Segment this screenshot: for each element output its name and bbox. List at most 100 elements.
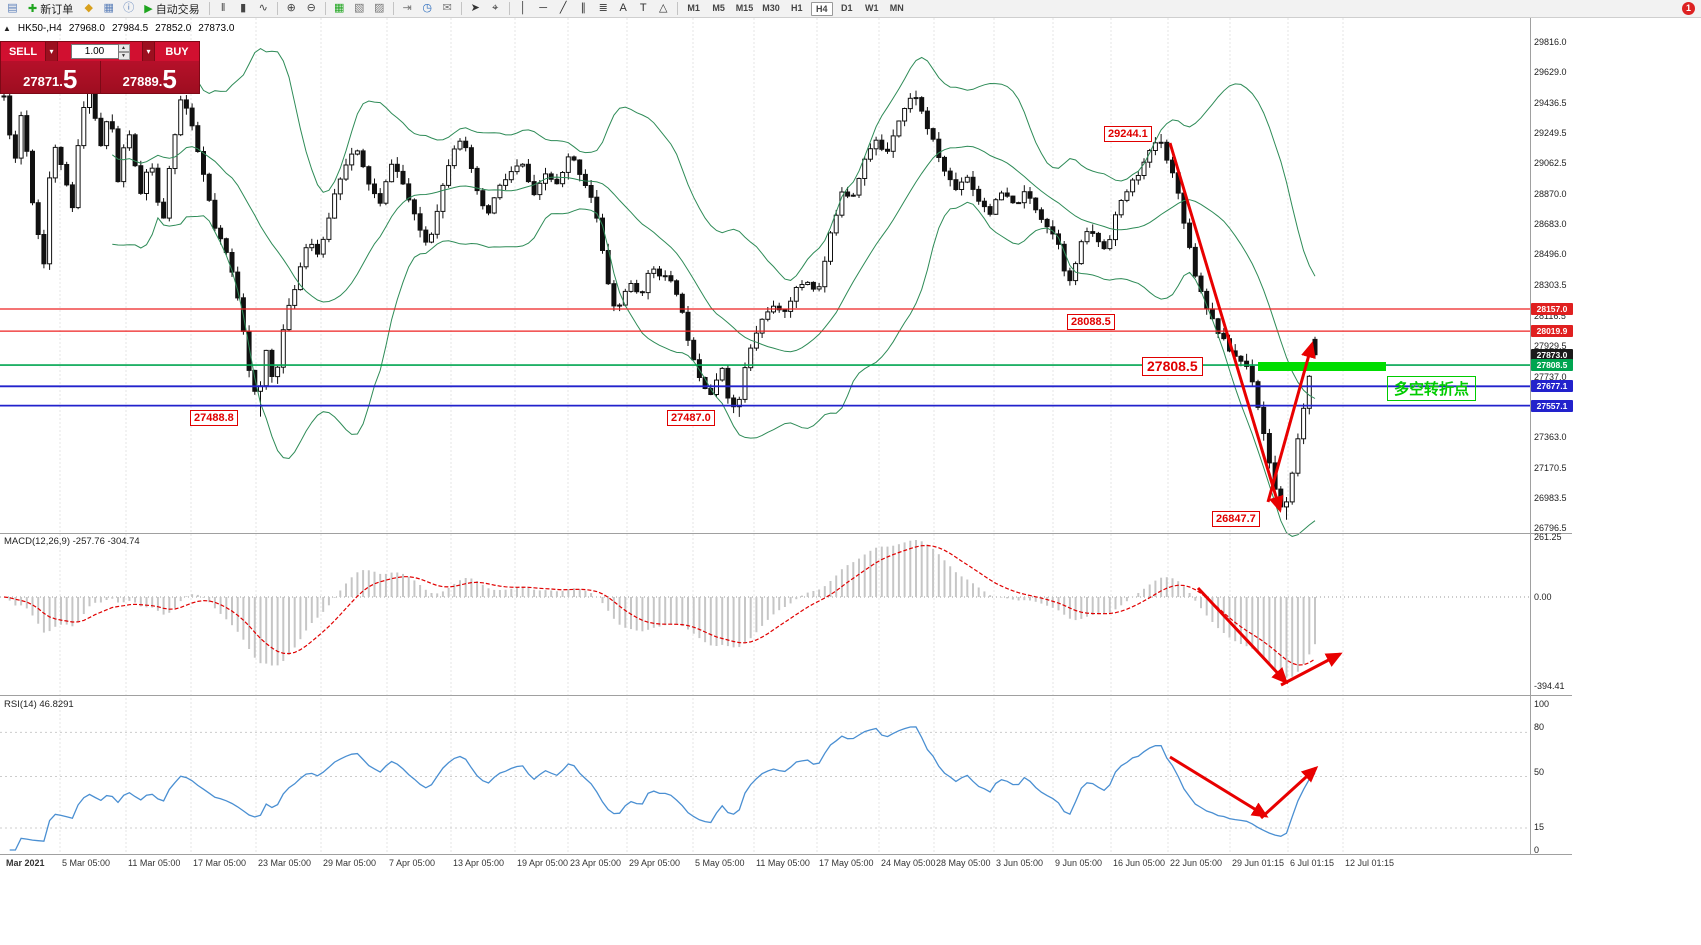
text-label-icon[interactable]: T	[639, 1, 647, 14]
time-axis-label: 29 Mar 05:00	[323, 858, 377, 868]
time-axis-label: 3 Jun 05:00	[996, 858, 1044, 868]
vertical-line-icon[interactable]: │	[519, 1, 527, 14]
shapes-icon[interactable]: △	[658, 1, 668, 14]
timeframe-m30[interactable]: M30	[762, 2, 780, 13]
cursor-icon[interactable]: ➤	[470, 1, 480, 14]
line-chart-icon[interactable]: ∿	[258, 1, 268, 14]
time-axis-label: 7 Apr 05:00	[389, 858, 436, 868]
new-chart-icon[interactable]: ▤	[7, 1, 18, 14]
time-axis-label: 5 May 05:00	[695, 858, 745, 868]
notification-badge-icon[interactable]: 1	[1682, 2, 1695, 15]
ohlc-high: 27984.5	[111, 23, 149, 34]
time-axis-label: 29 Apr 05:00	[629, 858, 681, 868]
trend-arrow	[1266, 341, 1316, 503]
crosshair-icon[interactable]: ⌖	[492, 1, 499, 14]
fibonacci-icon[interactable]: ≣	[598, 1, 608, 14]
time-axis-label: 5 Mar 05:00	[62, 858, 111, 868]
trend-arrow	[1168, 142, 1284, 513]
sell-button[interactable]: SELL	[8, 45, 38, 58]
data-window-icon[interactable]: ⓘ	[123, 1, 135, 14]
time-axis-label: Mar 2021	[6, 858, 45, 868]
auto-trading-button-glyph: ▶	[144, 3, 153, 15]
trend-arrow	[1196, 586, 1289, 685]
buy-price-pip: 5	[162, 64, 177, 94]
sell-price[interactable]: 27871. 5	[1, 61, 101, 93]
price-annotation-label: 28088.5	[1067, 314, 1115, 330]
text-icon[interactable]: A	[619, 1, 627, 14]
toolbar-separator	[460, 2, 462, 15]
new-order-button[interactable]: ✚ 新订单	[23, 1, 78, 17]
auto-trading-button-label: 自动交易	[155, 3, 200, 16]
bar-chart-icon[interactable]: ‖	[220, 1, 226, 14]
price-axis-tag: 27557.1	[1531, 400, 1573, 412]
symbol-period-label: HK50-,H4	[17, 23, 62, 34]
timeframe-d1[interactable]: D1	[840, 2, 853, 13]
price-axis-tick: 28303.5	[1534, 280, 1567, 290]
ohlc-open: 27968.0	[68, 23, 105, 34]
time-axis-label: 11 Mar 05:00	[128, 858, 181, 868]
profiles-icon[interactable]: ◆	[84, 1, 93, 14]
auto-trading-button[interactable]: ▶ 自动交易	[139, 1, 204, 17]
timeframe-w1[interactable]: W1	[864, 2, 879, 13]
timeframe-m1[interactable]: M1	[687, 2, 700, 13]
time-axis-label: 23 Apr 05:00	[570, 858, 622, 868]
price-axis-tag: 28157.0	[1531, 303, 1573, 315]
timeframe-h1[interactable]: H1	[790, 2, 803, 13]
macd-axis-tick: 261.25	[1534, 532, 1562, 542]
toolbar-separator	[208, 2, 210, 15]
mail-icon[interactable]: ✉	[442, 1, 452, 14]
rsi-axis-tick: 15	[1534, 822, 1545, 832]
volume-stepper-down[interactable]: ▼	[118, 52, 130, 60]
price-annotation-label: 29244.1	[1104, 126, 1152, 142]
trend-arrow	[1259, 765, 1319, 820]
new-order-button-label: 新订单	[40, 3, 74, 16]
toolbar-separator	[508, 2, 510, 15]
trend-arrow	[1169, 755, 1269, 818]
tile-windows-icon[interactable]: ▦	[333, 1, 345, 14]
timeframe-m15[interactable]: M15	[735, 2, 754, 13]
buy-dropdown[interactable]: ▾	[142, 42, 155, 61]
toolbar-separator	[392, 2, 394, 15]
timeframe-mn[interactable]: MN	[889, 2, 904, 13]
cascade-windows-icon[interactable]: ▧	[353, 1, 365, 14]
one-click-trading-panel: SELL ▾ ▲ ▼ ▾ BUY 27871.5 27889.5	[0, 41, 200, 94]
channel-icon[interactable]: ∥	[580, 1, 586, 14]
time-axis-label: 6 Jul 01:15	[1290, 858, 1335, 868]
new-order-button-glyph: ✚	[28, 3, 38, 15]
price-axis-tag: 27808.5	[1531, 359, 1573, 371]
horizontal-line-icon[interactable]: ─	[539, 1, 548, 14]
timeframe-h4[interactable]: H4	[810, 1, 833, 16]
sell-price-pip: 5	[62, 64, 78, 94]
buy-price[interactable]: 27889. 5	[101, 61, 200, 93]
macd-axis-tick: -394.41	[1534, 681, 1565, 691]
buy-button[interactable]: BUY	[165, 45, 189, 58]
price-axis-tick: 27737.0	[1534, 372, 1567, 382]
time-axis-label: 29 Jun 01:15	[1232, 858, 1285, 868]
zoom-in-icon[interactable]: ⊕	[286, 1, 296, 14]
rsi-axis-tick: 100	[1534, 699, 1550, 709]
trend-arrow	[1280, 652, 1343, 687]
charts-icon[interactable]: ▦	[103, 1, 114, 14]
time-axis-label: 23 Mar 05:00	[258, 858, 312, 868]
auto-scroll-icon[interactable]: ◷	[422, 1, 432, 14]
quote-panel-toggle-icon[interactable]: ▲	[3, 24, 11, 33]
macd-axis-tick: 0.00	[1534, 592, 1552, 602]
volume-input[interactable]	[70, 44, 119, 59]
sell-price-main: 27871.	[23, 74, 63, 89]
time-axis-label: 13 Apr 05:00	[453, 858, 505, 868]
arrange-windows-icon[interactable]: ▨	[373, 1, 385, 14]
rsi-axis-tick: 0	[1534, 845, 1540, 855]
timeframe-m5[interactable]: M5	[712, 2, 725, 13]
sell-dropdown[interactable]: ▾	[45, 42, 58, 61]
chart-shift-icon[interactable]: ⇥	[402, 1, 412, 14]
time-axis-label: 17 Mar 05:00	[193, 858, 247, 868]
ohlc-close: 27873.0	[198, 23, 235, 34]
volume-stepper-up[interactable]: ▲	[118, 44, 130, 52]
candlestick-chart-icon[interactable]: ▮	[240, 1, 247, 14]
time-axis-label: 22 Jun 05:00	[1170, 858, 1223, 868]
buy-price-main: 27889.	[122, 74, 163, 89]
trendline-icon[interactable]: ╱	[559, 1, 567, 14]
time-axis-label: 24 May 05:00	[881, 858, 936, 868]
zoom-out-icon[interactable]: ⊖	[306, 1, 316, 14]
chart-canvas[interactable]	[0, 18, 1701, 855]
